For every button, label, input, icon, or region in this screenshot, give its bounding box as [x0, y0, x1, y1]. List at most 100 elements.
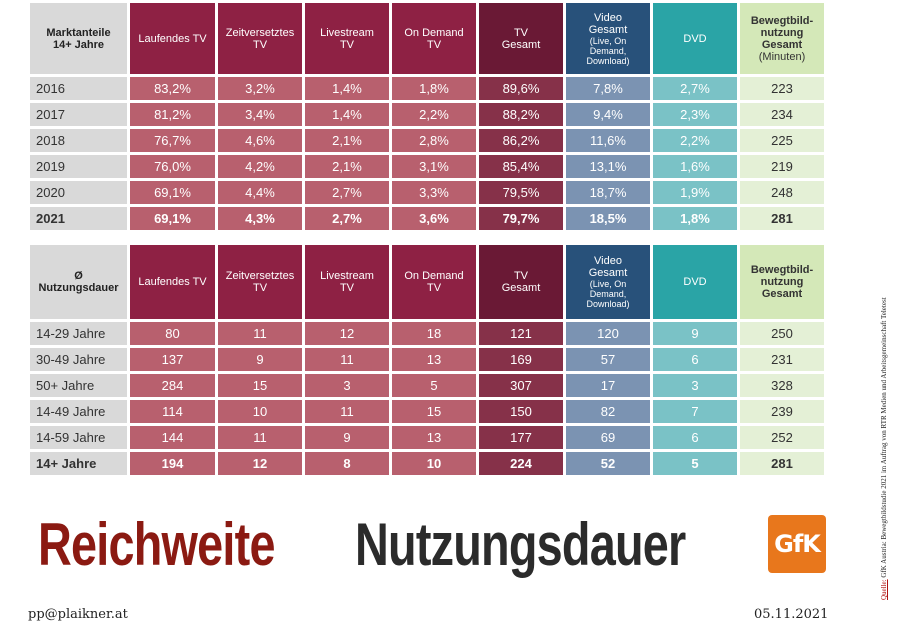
table-cell: 9 — [218, 348, 302, 371]
table-cell: 328 — [740, 374, 824, 397]
header-tv-gesamt: TV Gesamt — [479, 3, 563, 74]
table-cell: 3,6% — [392, 207, 476, 230]
table-cell: 2,3% — [653, 103, 737, 126]
header-bewegtbild: Bewegtbild- nutzung Gesamt — [740, 245, 824, 319]
table-cell: 15 — [218, 374, 302, 397]
table-cell: 13 — [392, 348, 476, 371]
header-dvd: DVD — [653, 245, 737, 319]
table-cell: 169 — [479, 348, 563, 371]
table-cell: 81,2% — [130, 103, 215, 126]
table-cell: 177 — [479, 426, 563, 449]
row-label: 2021 — [30, 207, 127, 230]
gfk-logo: GfK — [768, 515, 826, 573]
header-video-gesamt: Video Gesamt (Live, On Demand, Download) — [566, 3, 650, 74]
table-cell: 4,4% — [218, 181, 302, 204]
table-cell: 2,7% — [305, 181, 389, 204]
row-label: 2016 — [30, 77, 127, 100]
table-cell: 223 — [740, 77, 824, 100]
table-cell: 79,7% — [479, 207, 563, 230]
table-cell: 9 — [305, 426, 389, 449]
footer-date: 05.11.2021 — [754, 607, 829, 622]
table-cell: 4,3% — [218, 207, 302, 230]
table-cell: 231 — [740, 348, 824, 371]
source-note: Quelle: GfK Austria: Bewegtbildstudie 20… — [880, 180, 888, 600]
table-cell: 121 — [479, 322, 563, 345]
table-cell: 5 — [653, 452, 737, 475]
table-cell: 10 — [218, 400, 302, 423]
table-cell: 11 — [305, 348, 389, 371]
table-cell: 8 — [305, 452, 389, 475]
table-cell: 85,4% — [479, 155, 563, 178]
table-cell: 114 — [130, 400, 215, 423]
row-label: 2019 — [30, 155, 127, 178]
table-cell: 76,0% — [130, 155, 215, 178]
table-cell: 1,4% — [305, 103, 389, 126]
table-cell: 52 — [566, 452, 650, 475]
table-cell: 11 — [305, 400, 389, 423]
table-cell: 69,1% — [130, 207, 215, 230]
header-video-gesamt: Video Gesamt (Live, On Demand, Download) — [566, 245, 650, 319]
row-label: 50+ Jahre — [30, 374, 127, 397]
table-cell: 9,4% — [566, 103, 650, 126]
table-cell: 1,8% — [392, 77, 476, 100]
table-cell: 76,7% — [130, 129, 215, 152]
table-cell: 69 — [566, 426, 650, 449]
table-cell: 234 — [740, 103, 824, 126]
row-label: 2018 — [30, 129, 127, 152]
table-cell: 3 — [305, 374, 389, 397]
row-label: 2020 — [30, 181, 127, 204]
usage-duration-table: Ø Nutzungsdauer Laufendes TV Zeitversetz… — [30, 245, 824, 475]
table-cell: 194 — [130, 452, 215, 475]
table-cell: 3,3% — [392, 181, 476, 204]
table-cell: 224 — [479, 452, 563, 475]
table-cell: 2,7% — [305, 207, 389, 230]
table-cell: 7,8% — [566, 77, 650, 100]
table-cell: 86,2% — [479, 129, 563, 152]
table-cell: 80 — [130, 322, 215, 345]
table-cell: 2,2% — [392, 103, 476, 126]
table-cell: 69,1% — [130, 181, 215, 204]
market-share-header-label: Marktanteile 14+ Jahre — [30, 3, 127, 74]
table-cell: 88,2% — [479, 103, 563, 126]
header-livestream-tv: Livestream TV — [305, 245, 389, 319]
header-laufendes-tv: Laufendes TV — [130, 3, 215, 74]
table-cell: 13 — [392, 426, 476, 449]
table-cell: 18,5% — [566, 207, 650, 230]
usage-header-label: Ø Nutzungsdauer — [30, 245, 127, 319]
row-label: 14+ Jahre — [30, 452, 127, 475]
table-cell: 11 — [218, 426, 302, 449]
table-cell: 1,4% — [305, 77, 389, 100]
row-label: 14-49 Jahre — [30, 400, 127, 423]
header-livestream-tv: Livestream TV — [305, 3, 389, 74]
table-cell: 18 — [392, 322, 476, 345]
table-cell: 2,8% — [392, 129, 476, 152]
table-cell: 120 — [566, 322, 650, 345]
table-cell: 1,6% — [653, 155, 737, 178]
table-cell: 3,1% — [392, 155, 476, 178]
header-laufendes-tv: Laufendes TV — [130, 245, 215, 319]
gfk-logo-text: GfK — [774, 530, 821, 558]
header-on-demand-tv: On Demand TV — [392, 3, 476, 74]
table-cell: 2,1% — [305, 129, 389, 152]
header-bewegtbild: Bewegtbild- nutzung Gesamt (Minuten) — [740, 3, 824, 74]
table-cell: 12 — [218, 452, 302, 475]
table-cell: 284 — [130, 374, 215, 397]
source-label: Quelle: — [880, 579, 888, 600]
table-cell: 82 — [566, 400, 650, 423]
row-label: 30-49 Jahre — [30, 348, 127, 371]
row-label: 2017 — [30, 103, 127, 126]
table-cell: 4,6% — [218, 129, 302, 152]
table-cell: 3,4% — [218, 103, 302, 126]
table-cell: 17 — [566, 374, 650, 397]
table-cell: 4,2% — [218, 155, 302, 178]
table-cell: 1,9% — [653, 181, 737, 204]
header-zeitversetztes-tv: Zeitversetztes TV — [218, 3, 302, 74]
table-cell: 2,7% — [653, 77, 737, 100]
table-cell: 57 — [566, 348, 650, 371]
table-cell: 11 — [218, 322, 302, 345]
table-cell: 79,5% — [479, 181, 563, 204]
table-cell: 239 — [740, 400, 824, 423]
table-cell: 137 — [130, 348, 215, 371]
headline-reichweite: Reichweite — [38, 511, 275, 578]
table-cell: 250 — [740, 322, 824, 345]
